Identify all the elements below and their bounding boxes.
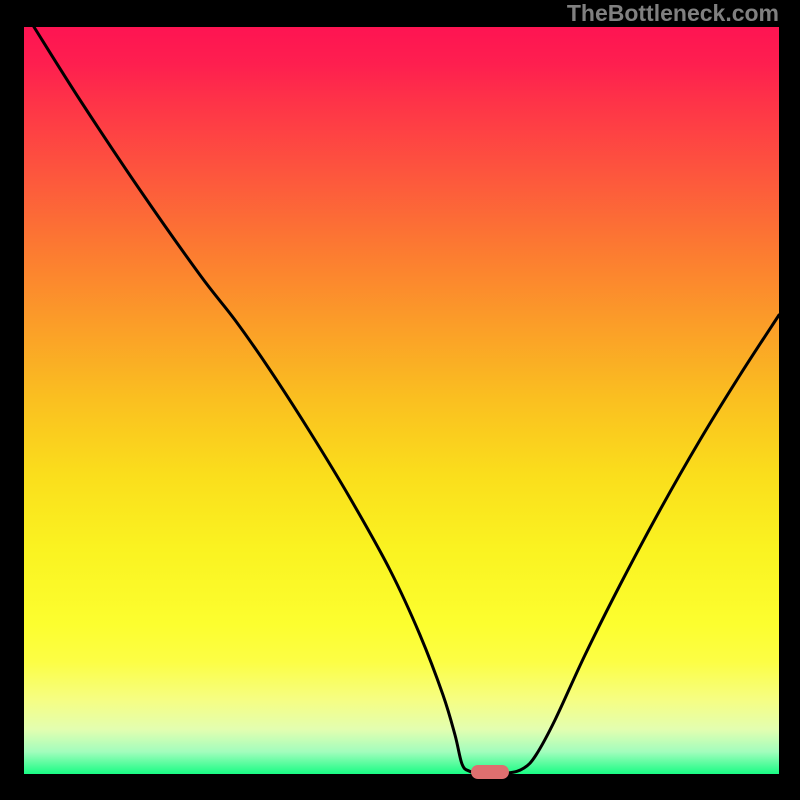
chart-svg-layer [0,0,800,800]
optimal-marker [471,765,509,779]
plot-area [24,27,779,774]
chart-frame: TheBottleneck.com [0,0,800,800]
bottleneck-curve [34,27,779,773]
watermark-text: TheBottleneck.com [567,0,779,27]
